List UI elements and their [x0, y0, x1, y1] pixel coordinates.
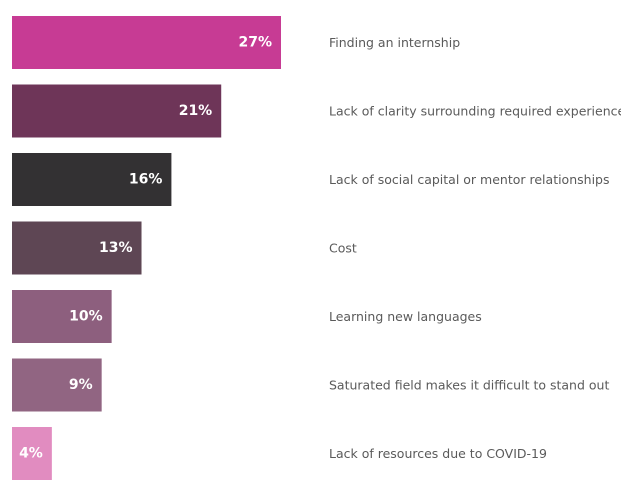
- bar-value-label-6: 9%: [69, 377, 93, 393]
- category-label-7: Lack of resources due to COVID-19: [329, 446, 547, 461]
- bar-4: [12, 221, 142, 275]
- category-label-1: Finding an internship: [329, 35, 460, 50]
- bar-value-label-7: 4%: [19, 446, 43, 462]
- category-label-4: Cost: [329, 241, 357, 256]
- bar-value-label-3: 16%: [129, 172, 163, 188]
- bar-value-label-2: 21%: [179, 103, 213, 119]
- category-label-6: Saturated field makes it difficult to st…: [329, 378, 609, 393]
- bar-5: [12, 290, 112, 343]
- category-label-3: Lack of social capital or mentor relatio…: [329, 172, 610, 187]
- category-label-2: Lack of clarity surrounding required exp…: [329, 104, 621, 119]
- bar-6: [12, 358, 102, 412]
- bar-value-label-4: 13%: [99, 240, 133, 256]
- bar-1: [12, 16, 281, 69]
- bar-3: [12, 153, 172, 206]
- bar-7: [12, 427, 52, 480]
- category-label-5: Learning new languages: [329, 309, 482, 324]
- bar-value-label-1: 27%: [238, 35, 272, 51]
- bar-value-label-5: 10%: [69, 309, 103, 325]
- bar-2: [12, 84, 222, 138]
